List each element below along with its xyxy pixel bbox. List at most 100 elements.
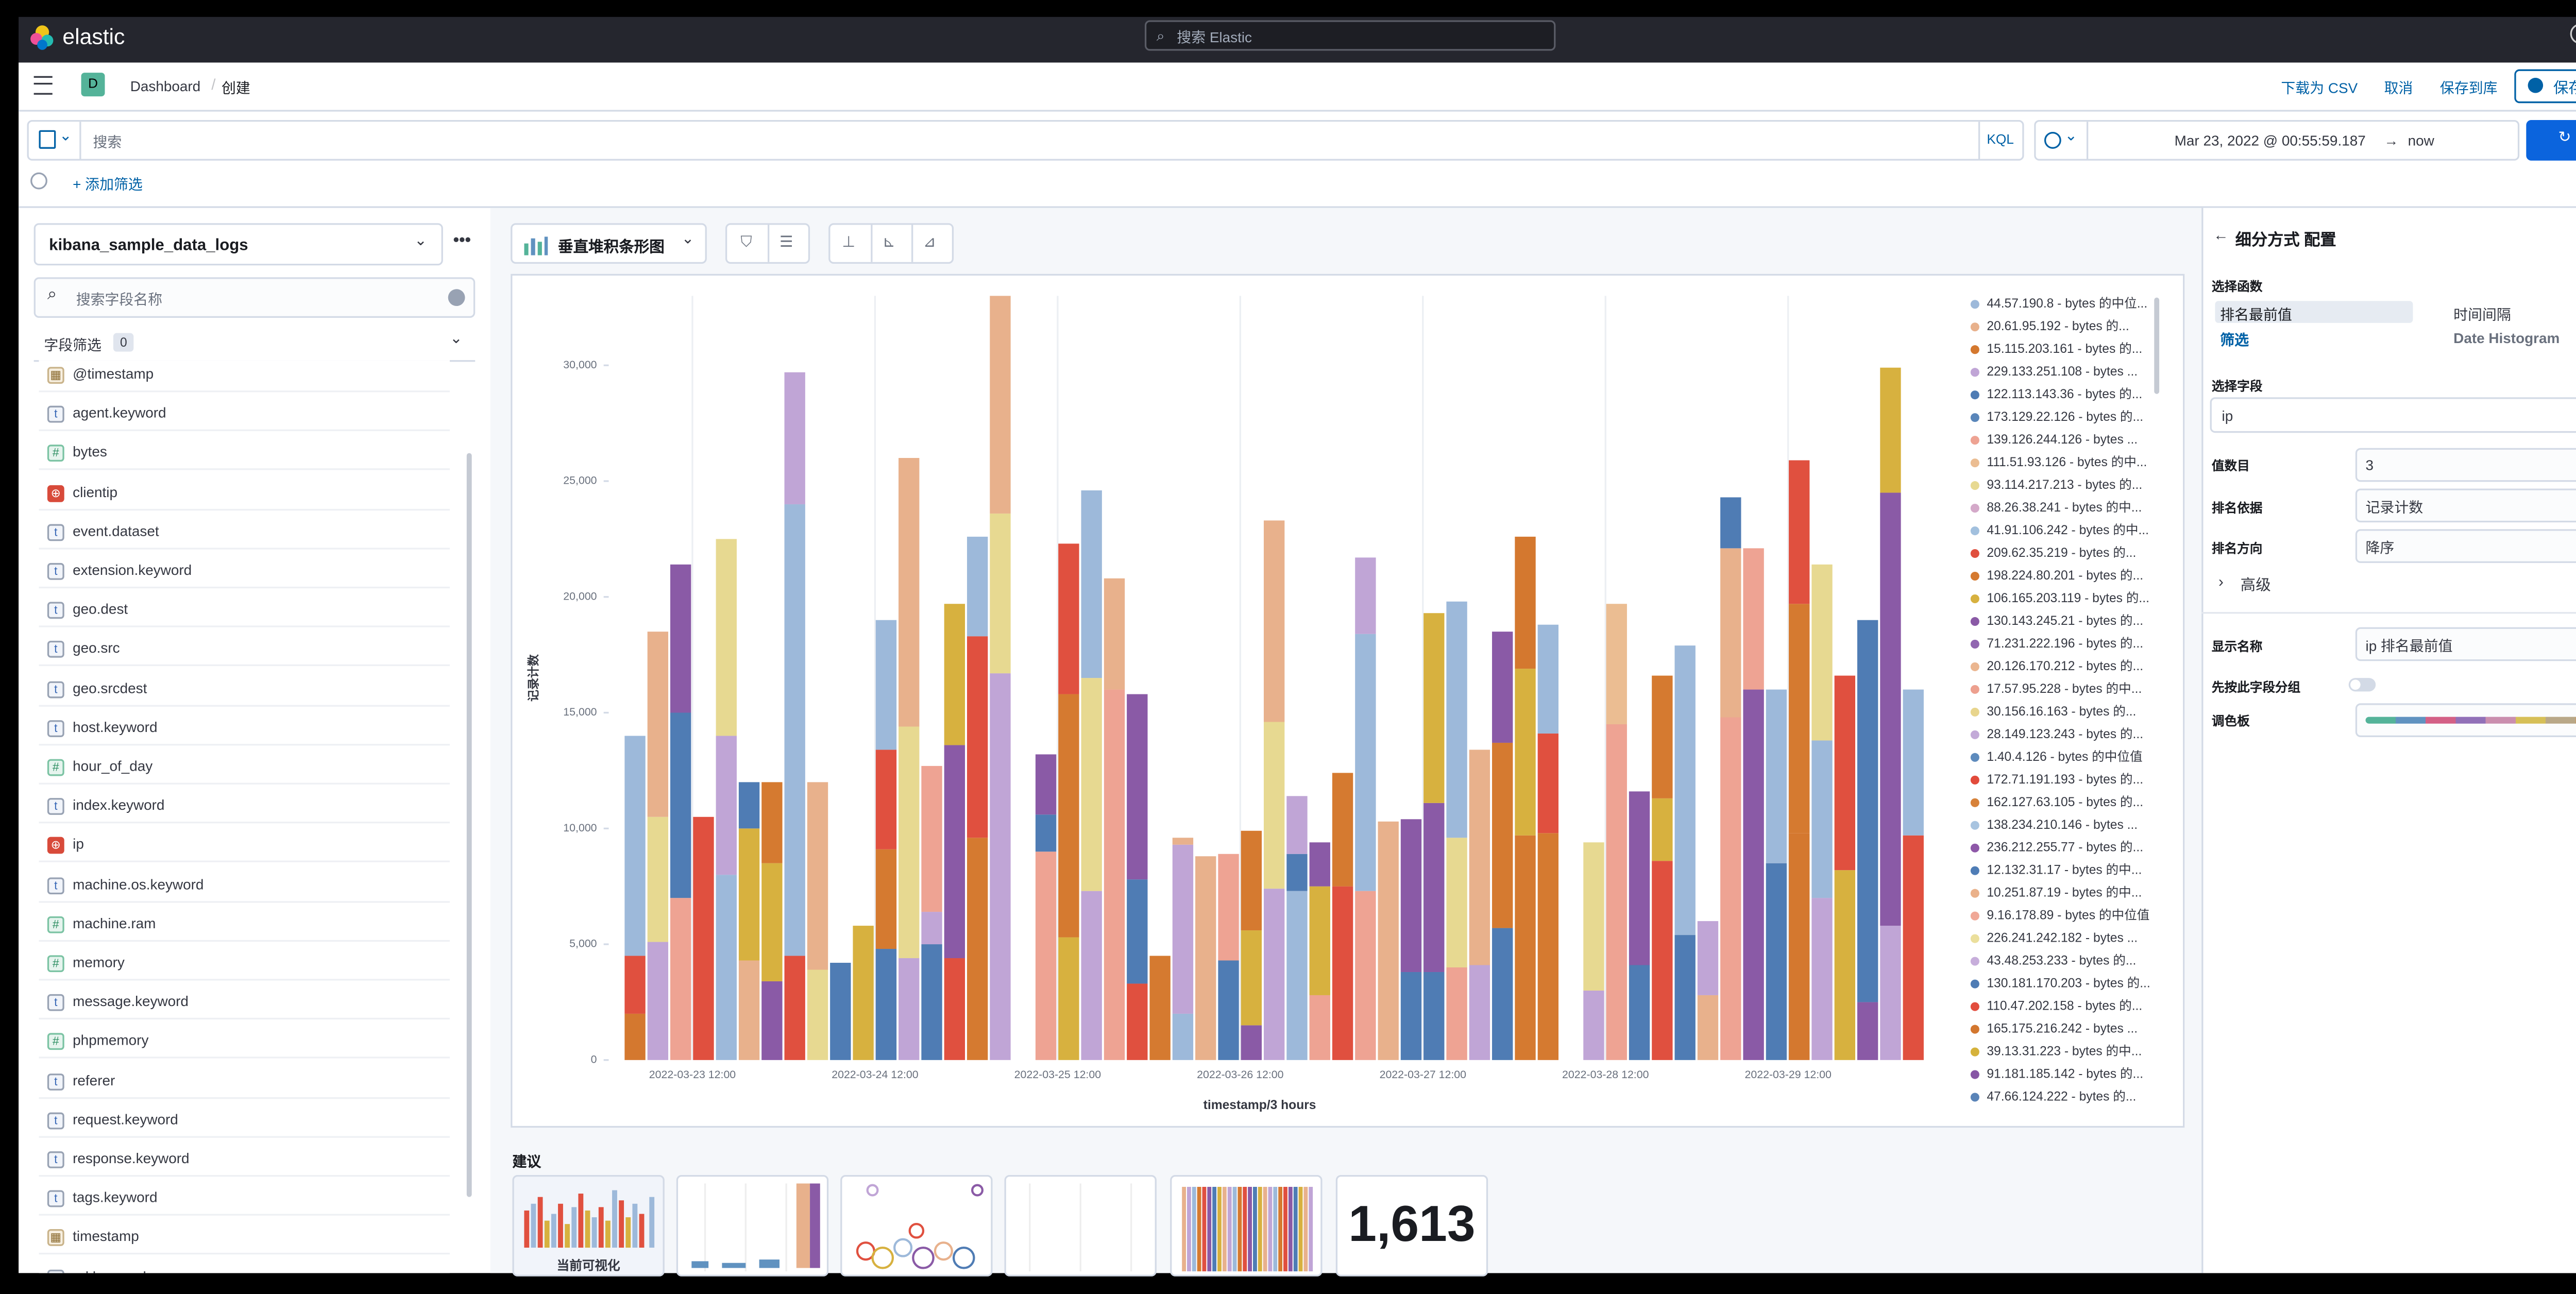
direction-select[interactable]: 降序: [2355, 529, 2576, 563]
quick-menu[interactable]: ⌄: [2036, 122, 2089, 159]
field-item[interactable]: ⊕ clientip: [39, 476, 450, 510]
field-filter[interactable]: 字段筛选 0 ⌄: [33, 326, 476, 362]
legend-label[interactable]: 41.91.106.242 - bytes 的中...: [1987, 523, 2149, 537]
legend-label[interactable]: 12.132.31.17 - bytes 的中...: [1987, 863, 2142, 877]
legend-label[interactable]: 47.66.124.222 - bytes 的...: [1987, 1089, 2136, 1104]
legend-label[interactable]: 130.181.170.203 - bytes 的...: [1987, 976, 2150, 991]
legend-label[interactable]: 106.165.203.119 - bytes 的...: [1987, 591, 2149, 605]
field-item[interactable]: t referer: [39, 1064, 450, 1098]
more-button[interactable]: •••: [453, 231, 471, 250]
field-item[interactable]: t geo.srcdest: [39, 672, 450, 706]
icon[interactable]: ⊥: [842, 233, 856, 250]
field-item[interactable]: t extension.keyword: [39, 554, 450, 589]
count-input[interactable]: 3: [2355, 448, 2576, 482]
field-item[interactable]: # memory: [39, 946, 450, 981]
function-option[interactable]: 排名最前值: [2220, 306, 2292, 323]
toolbar-group[interactable]: ⛉ ☰: [725, 223, 810, 264]
field-item[interactable]: # machine.ram: [39, 907, 450, 942]
legend-label[interactable]: 30.156.16.163 - bytes 的...: [1987, 704, 2136, 719]
clear-button[interactable]: [448, 289, 465, 307]
legend-label[interactable]: 28.149.123.243 - bytes 的...: [1987, 727, 2143, 741]
saved-query-button[interactable]: ⌄: [29, 122, 81, 159]
function-option[interactable]: 筛选: [2220, 331, 2249, 349]
icon[interactable]: ⛉: [740, 233, 752, 250]
field-search[interactable]: ⌕ 搜索字段名称: [33, 277, 476, 318]
field-item[interactable]: # hour_of_day: [39, 751, 450, 785]
menu-button[interactable]: [33, 76, 53, 95]
nav-action[interactable]: 保存到库: [2439, 79, 2498, 97]
legend-label[interactable]: 165.175.216.242 - bytes ...: [1987, 1022, 2138, 1036]
suggestion-card[interactable]: 1,613: [1335, 1174, 1488, 1276]
add-filter[interactable]: + 添加筛选: [73, 176, 143, 193]
legend-label[interactable]: 130.143.245.21 - bytes 的...: [1987, 614, 2143, 628]
space-badge[interactable]: D: [81, 73, 105, 97]
back-button[interactable]: ←: [2213, 226, 2229, 244]
index-select[interactable]: kibana_sample_data_logs ⌄: [33, 223, 443, 266]
legend-label[interactable]: 173.129.22.126 - bytes 的...: [1987, 410, 2143, 424]
legend-label[interactable]: 226.241.242.182 - bytes ...: [1987, 931, 2138, 945]
field-item[interactable]: # phpmemory: [39, 1025, 450, 1059]
legend-label[interactable]: 10.251.87.19 - bytes 的中...: [1987, 886, 2142, 900]
save-return-button[interactable]: 保存并返回: [2514, 69, 2576, 104]
legend-label[interactable]: 236.212.255.77 - bytes 的...: [1987, 840, 2143, 855]
legend-label[interactable]: 138.234.210.146 - bytes ...: [1987, 818, 2138, 832]
suggestion-card[interactable]: [1004, 1174, 1157, 1276]
legend-label[interactable]: 198.224.80.201 - bytes 的...: [1987, 568, 2143, 583]
advanced-toggle[interactable]: 高级: [2240, 576, 2271, 593]
field-item[interactable]: t index.keyword: [39, 790, 450, 824]
legend-label[interactable]: 43.48.253.233 - bytes 的...: [1987, 954, 2136, 968]
legend-label[interactable]: 139.126.244.126 - bytes ...: [1987, 433, 2138, 447]
legend-label[interactable]: 88.26.38.241 - bytes 的中...: [1987, 500, 2142, 515]
suggestion-card[interactable]: [676, 1174, 829, 1276]
refresh-button[interactable]: ↻ 刷新: [2526, 120, 2576, 161]
group-toggle[interactable]: [2348, 678, 2376, 692]
field-item[interactable]: t host.keyword: [39, 711, 450, 745]
legend-label[interactable]: 162.127.63.105 - bytes 的...: [1987, 795, 2143, 809]
language-toggle[interactable]: KQL: [1978, 122, 2026, 159]
field-item[interactable]: t tags.keyword: [39, 1182, 450, 1216]
suggestion-card[interactable]: 当前可视化: [512, 1174, 665, 1276]
date-start[interactable]: Mar 23, 2022 @ 00:55:59.187: [2174, 131, 2366, 149]
field-item[interactable]: t response.keyword: [39, 1143, 450, 1177]
field-item[interactable]: t url.keyword: [39, 1261, 450, 1273]
legend-label[interactable]: 71.231.222.196 - bytes 的...: [1987, 636, 2143, 651]
field-item[interactable]: ▦ timestamp: [39, 1221, 450, 1255]
breadcrumb[interactable]: Dashboard: [130, 77, 201, 95]
legend-label[interactable]: 172.71.191.193 - bytes 的...: [1987, 772, 2143, 787]
icon[interactable]: ⊾: [883, 233, 895, 250]
icon[interactable]: ☰: [779, 233, 793, 250]
chart-type-switch[interactable]: 垂直堆积条形图 ⌄: [511, 223, 707, 264]
field-item[interactable]: t geo.src: [39, 633, 450, 667]
field-item[interactable]: t message.keyword: [39, 986, 450, 1020]
legend-label[interactable]: 91.181.185.142 - bytes 的...: [1987, 1067, 2143, 1081]
function-option[interactable]: 时间间隔: [2453, 306, 2511, 323]
legend-label[interactable]: 20.61.95.192 - bytes 的...: [1987, 319, 2129, 333]
nav-action[interactable]: 下载为 CSV: [2281, 79, 2358, 97]
legend-label[interactable]: 9.16.178.89 - bytes 的中位值: [1987, 908, 2149, 923]
legend-label[interactable]: 209.62.35.219 - bytes 的...: [1987, 546, 2136, 560]
icon[interactable]: ⊿: [923, 233, 936, 250]
legend-label[interactable]: 93.114.217.213 - bytes 的...: [1987, 478, 2142, 492]
display-name-input[interactable]: ip 排名最前值: [2355, 627, 2576, 661]
legend-label[interactable]: 122.113.143.36 - bytes 的...: [1987, 387, 2142, 401]
toolbar-group[interactable]: ⊥ ⊾ ⊿: [828, 223, 954, 264]
legend-label[interactable]: 39.13.31.223 - bytes 的中...: [1987, 1044, 2142, 1059]
field-item[interactable]: t event.dataset: [39, 515, 450, 549]
field-item[interactable]: # bytes: [39, 437, 450, 471]
date-end[interactable]: now: [2408, 131, 2434, 149]
rank-by-select[interactable]: 记录计数: [2355, 488, 2576, 523]
legend-label[interactable]: 111.51.93.126 - bytes 的中...: [1987, 455, 2147, 469]
field-select[interactable]: ip: [2210, 397, 2576, 433]
field-item[interactable]: t request.keyword: [39, 1103, 450, 1138]
function-option[interactable]: Date Histogram: [2453, 329, 2560, 347]
nav-action[interactable]: 取消: [2384, 79, 2413, 97]
legend-label[interactable]: 110.47.202.158 - bytes 的...: [1987, 999, 2142, 1013]
global-search[interactable]: ⌕ 搜索 Elastic: [1144, 20, 1556, 51]
field-item[interactable]: t agent.keyword: [39, 397, 450, 432]
field-item[interactable]: t machine.os.keyword: [39, 868, 450, 903]
field-item[interactable]: ▦ @timestamp: [39, 360, 450, 393]
palette-select[interactable]: [2355, 703, 2576, 737]
suggestion-card[interactable]: [840, 1174, 993, 1276]
suggestion-card[interactable]: [1170, 1174, 1323, 1276]
legend-label[interactable]: 1.40.4.126 - bytes 的中位值: [1987, 750, 2142, 764]
